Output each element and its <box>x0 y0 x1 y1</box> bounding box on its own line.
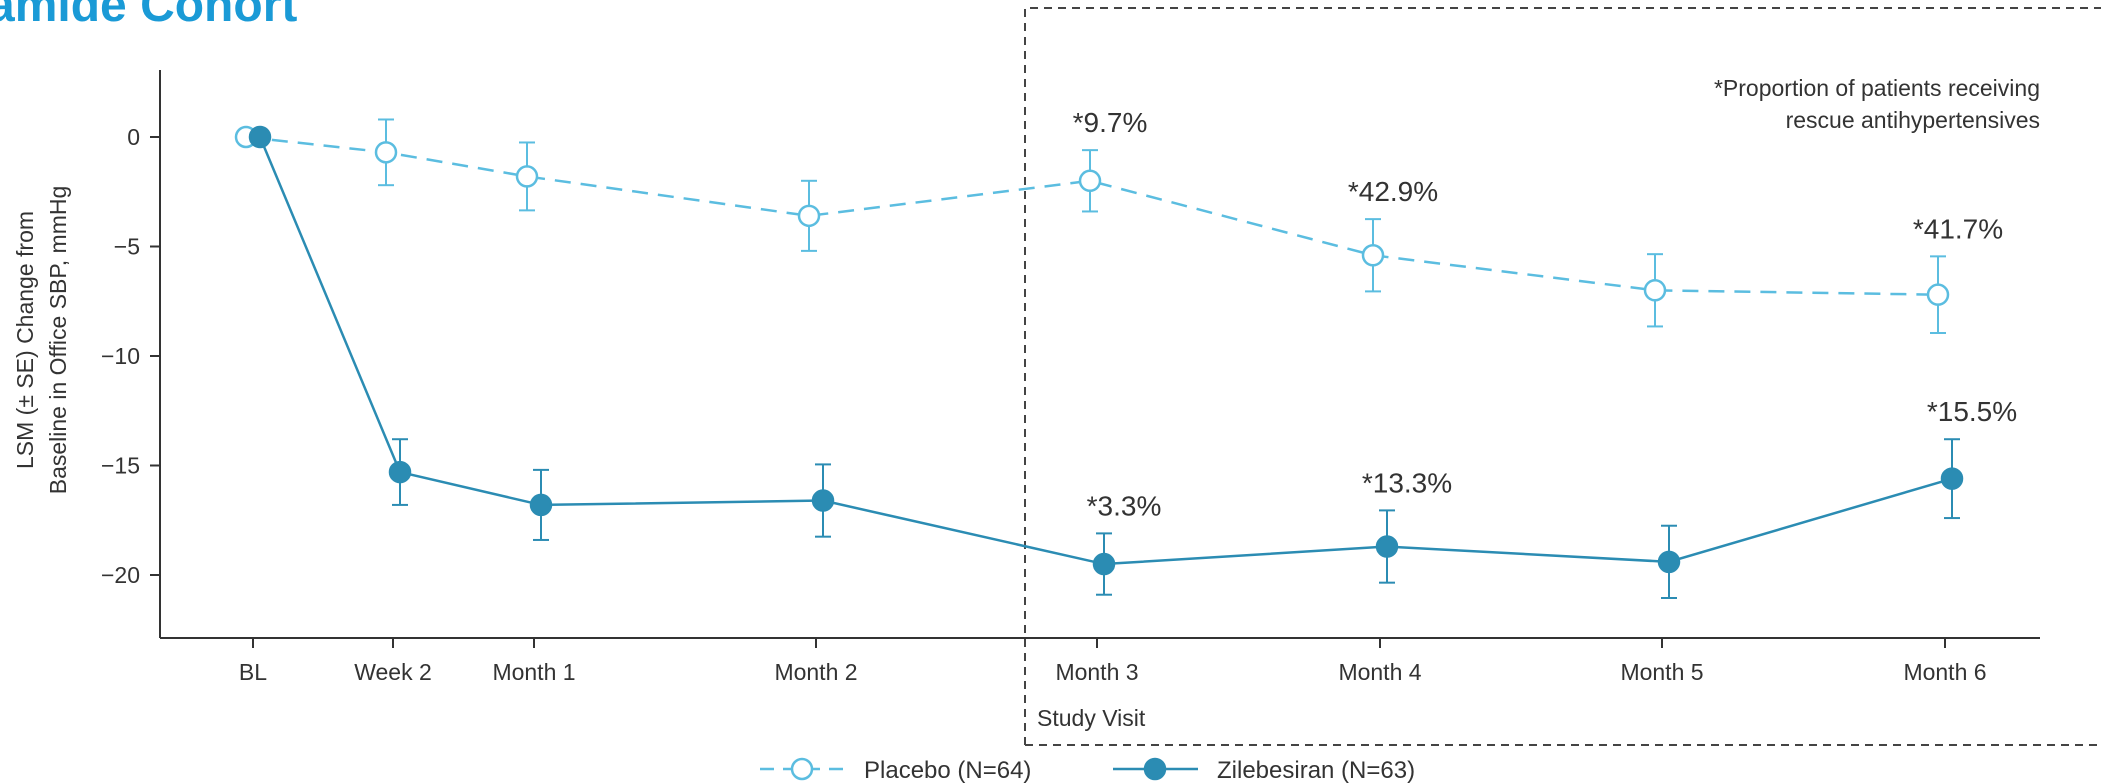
legend-item-zilebesiran: Zilebesiran (N=63) <box>1113 757 1415 784</box>
y-tick-label: −15 <box>101 453 140 479</box>
data-point-zilebesiran <box>1375 535 1399 558</box>
y-axis-label-line: Baseline in Office SBP, mmHg <box>45 186 71 495</box>
y-tick-label: −5 <box>114 234 140 260</box>
data-point-zilebesiran <box>529 493 553 517</box>
data-point-placebo <box>797 204 821 228</box>
data-point-zilebesiran <box>1657 550 1681 574</box>
y-axis-label-line: LSM (± SE) Change from <box>12 211 38 469</box>
data-point-placebo <box>1078 169 1102 193</box>
data-point-placebo <box>374 141 398 164</box>
data-point-placebo <box>515 165 539 188</box>
data-point-zilebesiran <box>1092 552 1116 576</box>
data-point-zilebesiran <box>1940 467 1964 490</box>
x-tick-label: Month 6 <box>1903 659 1986 685</box>
annotation-text: *Proportion of patients receiving <box>1714 75 2040 101</box>
rescue-region-box <box>1024 7 2101 745</box>
data-label: *42.9% <box>1348 176 1438 207</box>
data-label: *15.5% <box>1927 396 2017 427</box>
data-label: *3.3% <box>1087 490 1162 521</box>
y-tick-label: −20 <box>101 562 140 588</box>
x-axis-label: Study Visit <box>1037 705 1146 731</box>
legend-swatch-marker <box>790 757 814 781</box>
data-point-zilebesiran <box>388 460 412 484</box>
x-tick-label: Week 2 <box>354 659 432 685</box>
chart-legend: Placebo (N=64) Zilebesiran (N=63) <box>760 757 1415 784</box>
data-label: *13.3% <box>1362 467 1452 498</box>
legend-label: Placebo (N=64) <box>864 757 1031 784</box>
x-tick-label: Month 3 <box>1055 659 1138 685</box>
plot-area: *9.7% *42.9% *41.7% *3.3% *13.3% *15.5% <box>234 107 2017 599</box>
data-point-placebo <box>1926 283 1950 306</box>
legend-item-placebo: Placebo (N=64) <box>760 757 1031 784</box>
data-label: *41.7% <box>1913 213 2003 244</box>
series-line-zilebesiran <box>258 136 1953 566</box>
y-tick-label: −10 <box>101 343 140 369</box>
legend-swatch-marker <box>1143 757 1167 781</box>
x-tick-label: Month 2 <box>774 659 857 685</box>
data-point-placebo <box>1643 279 1667 302</box>
rescue-region: *Proportion of patients receiving rescue … <box>1024 7 2101 746</box>
legend-label: Zilebesiran (N=63) <box>1217 757 1415 784</box>
series-line-placebo <box>245 135 1939 296</box>
x-tick-label: BL <box>239 659 267 685</box>
x-tick-label: Month 1 <box>492 659 575 685</box>
data-point-placebo <box>1361 244 1385 267</box>
data-point-zilebesiran <box>811 489 835 512</box>
chart-title-partial: amide Cohort <box>0 0 298 32</box>
y-tick-label: 0 <box>127 124 140 150</box>
data-point-zilebesiran <box>248 125 272 149</box>
x-tick-label: Month 4 <box>1338 659 1421 685</box>
chart-axes: 0 −5 −10 −15 −20 BL Week 2 Month 1 Month 2 Month … <box>12 70 2040 731</box>
annotation-text: rescue antihypertensives <box>1786 107 2040 133</box>
data-label: *9.7% <box>1073 107 1148 138</box>
x-tick-label: Month 5 <box>1620 659 1703 685</box>
